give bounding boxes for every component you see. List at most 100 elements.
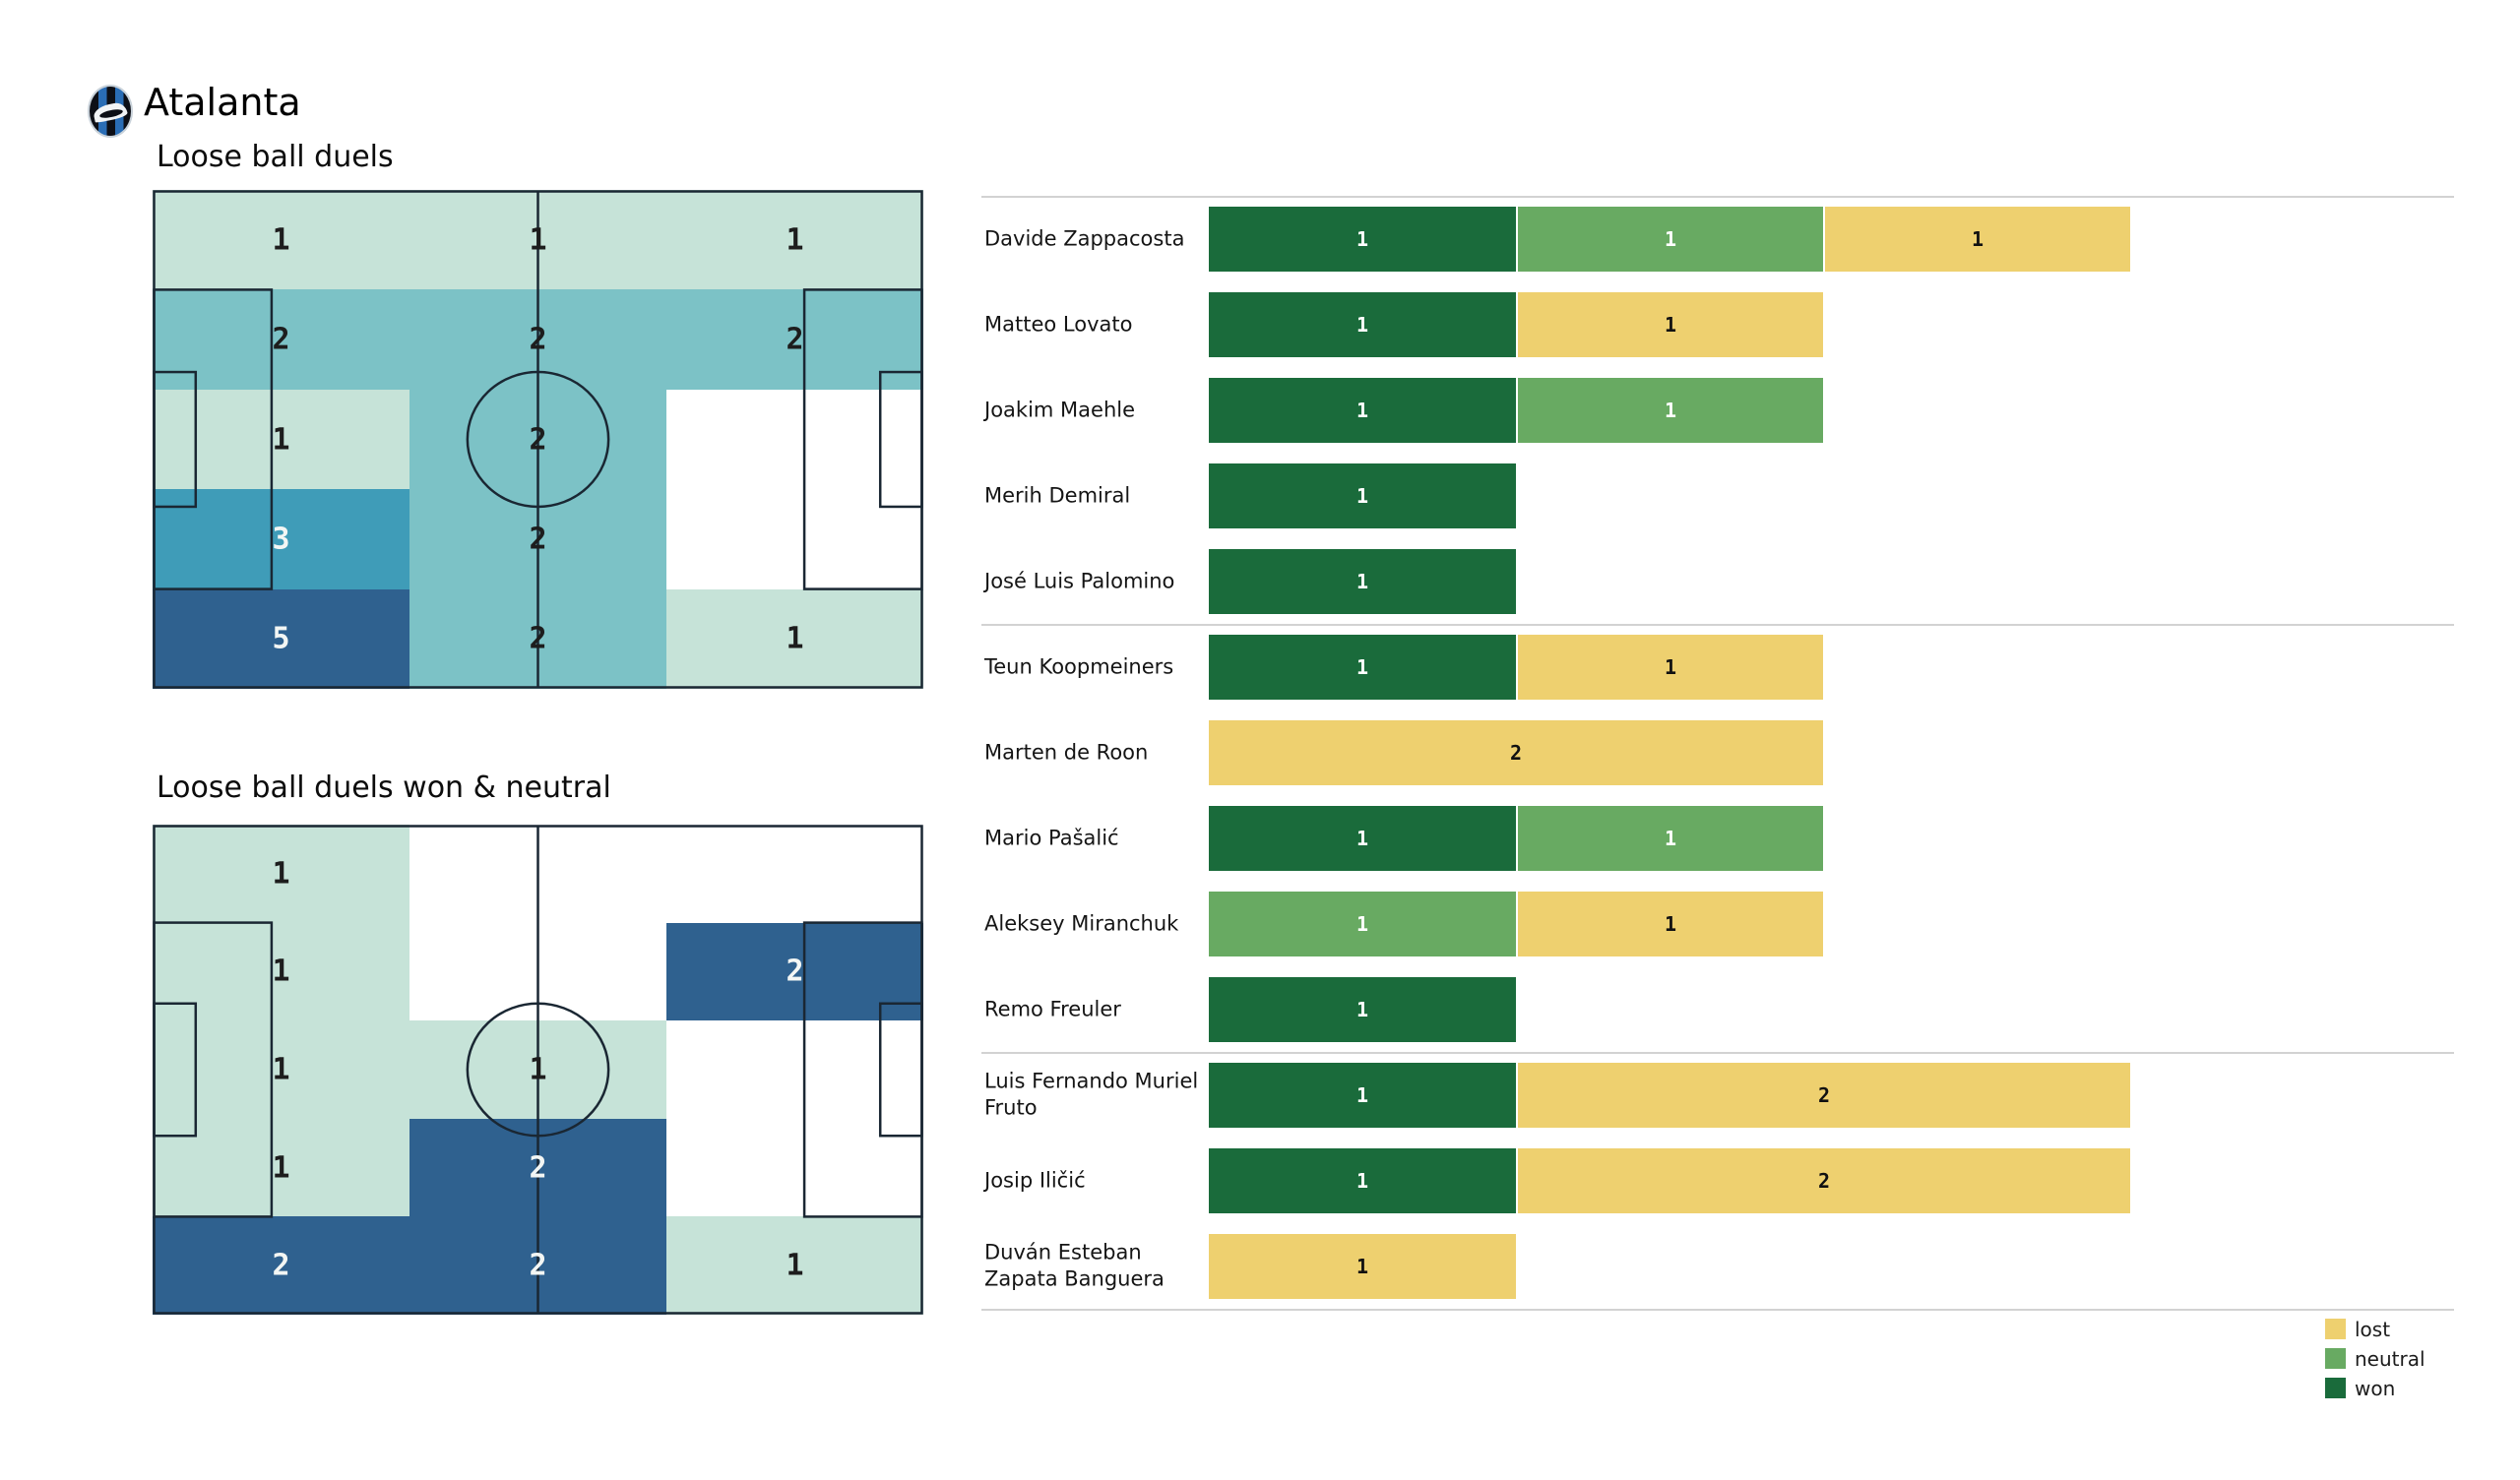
player-name: Remo Freuler [984,996,1121,1020]
bar-segment-count: 1 [1971,226,1984,251]
pitch-markings [153,825,923,1315]
bar-segment-won: 1 [1209,291,1516,357]
chart-separator-line [981,1309,2454,1311]
bar-segment-won: 1 [1209,976,1516,1042]
pitch-zone-count: 1 [786,222,804,258]
pitch-zone-r0c2 [666,190,923,290]
team-title: Atalanta [144,81,301,124]
bar-segment-count: 1 [1664,826,1677,850]
bar-chart-legend: lost neutral won [2325,1319,2426,1398]
pitch-zone-count: 2 [272,1248,290,1283]
pitch-zone-r4c0 [153,1216,410,1315]
player-name: Matteo Lovato [984,311,1133,336]
pitch-zone-count: 1 [272,1150,290,1186]
legend-label: won [2355,1376,2396,1400]
pitch-zone-count: 1 [786,621,804,656]
pitch-1-title: Loose ball duels [157,140,394,174]
player-name: Duván Esteban Zapata Banguera [984,1240,1165,1291]
pitch-zone-count: 2 [529,1150,547,1186]
player-name: Joakim Maehle [984,397,1136,421]
pitch-zone-count: 2 [786,954,804,989]
bar-segment-won: 1 [1209,634,1516,700]
bar-segment-won: 1 [1209,377,1516,443]
bar-segment-lost: 2 [1516,1062,2130,1128]
pitch-zone-count: 2 [529,522,547,557]
bar-segment-count: 2 [1817,1168,1831,1193]
bar-segment-count: 1 [1355,1082,1369,1107]
legend-item-won: won [2325,1378,2426,1398]
bar-segment-won: 1 [1209,206,1516,272]
bar-segment-count: 1 [1664,911,1677,936]
pitch-zone-count: 3 [272,522,290,557]
pitch-markings [153,190,923,689]
bar-segment-count: 1 [1355,569,1369,593]
legend-item-lost: lost [2325,1319,2426,1339]
bar-segment-count: 1 [1355,398,1369,422]
atalanta-logo [88,85,133,138]
bar-segment-count: 1 [1355,226,1369,251]
chart-separator-line [981,624,2454,626]
chart-separator-line [981,196,2454,198]
bar-segment-lost: 1 [1516,891,1823,956]
player-name: Luis Fernando Muriel Fruto [984,1069,1199,1120]
bar-segment-lost: 2 [1209,719,1823,785]
pitch-zone-count: 2 [529,422,547,457]
pitch-zone-count: 2 [786,322,804,357]
pitch-zone-r4c2 [666,588,923,689]
pitch-zone-r4c0 [153,588,410,689]
bar-segment-count: 1 [1355,483,1369,508]
bar-segment-neutral: 1 [1209,891,1516,956]
bar-segment-won: 1 [1209,1147,1516,1213]
legend-item-neutral: neutral [2325,1348,2426,1369]
player-name: Mario Pašalić [984,825,1119,849]
bar-segment-count: 1 [1355,997,1369,1021]
bar-segment-count: 1 [1355,312,1369,337]
pitch-zone-count: 1 [272,1052,290,1087]
player-name: Teun Koopmeiners [984,653,1174,678]
player-name: Aleksey Miranchuk [984,910,1179,935]
bar-segment-won: 1 [1209,1062,1516,1128]
legend-label: neutral [2355,1346,2426,1371]
bar-segment-count: 1 [1355,654,1369,679]
pitch-zone-count: 1 [786,1248,804,1283]
player-duels-bar: 1 1 1 [1209,206,2130,272]
bar-segment-lost: 1 [1209,1233,1516,1299]
bar-segment-count: 1 [1355,911,1369,936]
pitch-zone-count: 1 [272,222,290,258]
bar-segment-lost: 1 [1516,291,1823,357]
pitch-zone-r4c2 [666,1216,923,1315]
bar-segment-neutral: 1 [1516,805,1823,871]
bar-segment-lost: 1 [1823,206,2130,272]
player-duels-bar: 1 [1209,1233,1516,1299]
player-name: Merih Demiral [984,482,1131,507]
bar-segment-count: 1 [1664,312,1677,337]
bar-segment-count: 1 [1664,398,1677,422]
player-duels-bar: 1 [1209,462,1516,528]
bar-segment-count: 1 [1355,826,1369,850]
pitch-duels-won-neutral: 1 1 2 1 1 1 2 2 2 1 [153,825,923,1315]
bar-segment-neutral: 1 [1516,377,1823,443]
bar-segment-lost: 2 [1516,1147,2130,1213]
bar-segment-neutral: 1 [1516,206,1823,272]
player-duels-bar: 1 [1209,976,1516,1042]
pitch-zone-count: 1 [529,1052,547,1087]
pitch-zone-count: 1 [272,954,290,989]
bar-segment-count: 1 [1355,1254,1369,1278]
legend-label: lost [2355,1317,2391,1341]
pitch-loose-ball-duels: 1 1 1 2 2 2 1 2 3 2 5 2 1 [153,190,923,689]
pitch-zone-count: 2 [529,621,547,656]
bar-segment-won: 1 [1209,548,1516,614]
bar-segment-count: 1 [1664,654,1677,679]
bar-segment-lost: 1 [1516,634,1823,700]
pitch-zone-count: 2 [529,322,547,357]
pitch-zone-count: 1 [272,856,290,892]
pitch-zone-r0c0 [153,190,410,290]
